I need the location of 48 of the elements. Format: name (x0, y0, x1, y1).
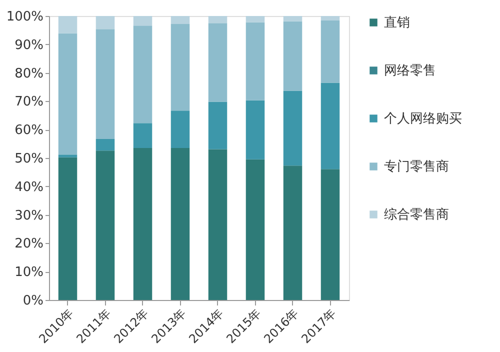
legend-label: 综合零售商 (384, 208, 449, 222)
bar (283, 16, 302, 22)
bar (320, 16, 340, 21)
bar (133, 26, 152, 124)
y-tick-label: 60% (14, 123, 44, 138)
bar (133, 148, 152, 300)
y-tick-label: 90% (14, 38, 44, 53)
bar (58, 157, 78, 300)
bar (320, 82, 340, 170)
bar (283, 90, 302, 166)
bar (96, 138, 115, 151)
y-tick-label: 100% (6, 10, 44, 24)
y-tick-label: 0% (22, 294, 44, 308)
legend-label: 专门零售商 (384, 158, 449, 174)
bar (320, 20, 340, 83)
y-tick-label: 70% (14, 94, 44, 110)
bar (170, 24, 190, 111)
bar (96, 150, 115, 300)
y-tick-label: 40% (14, 180, 44, 195)
bar (283, 21, 302, 91)
bar (133, 16, 152, 26)
bar (96, 16, 115, 30)
bar (283, 166, 302, 300)
y-tick-label: 10% (14, 265, 44, 280)
bar (58, 154, 78, 158)
bar (208, 16, 228, 24)
bar (246, 22, 265, 100)
legend-label: 网络零售 (384, 64, 436, 78)
y-tick-label: 30% (14, 208, 44, 224)
y-tick-label: 50% (14, 152, 44, 166)
bar (170, 148, 190, 300)
bar (170, 110, 190, 148)
bar (133, 123, 152, 148)
bar (96, 29, 115, 139)
bar (208, 102, 228, 150)
bar (58, 16, 78, 34)
bar (170, 16, 190, 24)
y-tick-label: 20% (14, 236, 44, 252)
bar (208, 23, 228, 102)
bar (58, 33, 78, 155)
bar (208, 149, 228, 300)
bar (246, 16, 265, 22)
y-tick-label: 80% (14, 66, 44, 82)
bar (246, 159, 265, 300)
bar (246, 100, 265, 160)
bar (320, 169, 340, 300)
legend-label: 直销 (384, 16, 410, 30)
legend-label: 个人网络购买 (384, 112, 462, 126)
